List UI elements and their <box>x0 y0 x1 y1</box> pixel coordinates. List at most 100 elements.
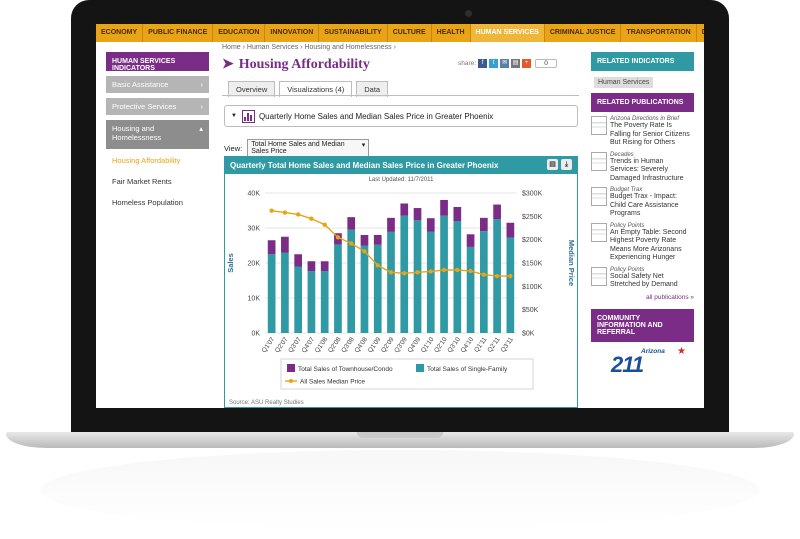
right-sidebar: RELATED INDICATORS Human Services RELATE… <box>591 52 694 377</box>
point-median-price <box>375 263 380 268</box>
bar-single-family <box>360 245 369 333</box>
y2-axis-label: Median Price <box>567 240 576 286</box>
community-heading: COMMUNITY INFORMATION AND REFERRAL <box>591 308 694 342</box>
bar-townhouse-condo <box>466 234 475 247</box>
bar-single-family <box>426 231 435 333</box>
publication-series: Policy Points <box>610 222 645 229</box>
publication-item[interactable]: Decades Trends in Human Services: Severel… <box>591 151 694 184</box>
publication-series: Policy Points <box>610 266 645 273</box>
dropdown-triangle-icon[interactable]: ▼ <box>231 113 237 119</box>
publication-item[interactable]: Budget Trax Budget Trax - Impact: Child C… <box>591 187 694 219</box>
point-median-price <box>455 267 460 273</box>
sidebar-subitem-housing-affordability[interactable]: Housing Affordability <box>112 156 181 165</box>
nav-item-sustainability[interactable]: SUSTAINABILITY <box>319 24 388 42</box>
view-select[interactable]: Total Home Sales and Median Sales Price ▾ <box>247 139 370 157</box>
bar-single-family <box>347 229 356 333</box>
az211-logo[interactable]: Arizona 211 ★ <box>611 345 686 377</box>
all-publications-link[interactable]: all publications » <box>645 293 694 301</box>
sidebar-item-protective-services[interactable]: Protective Services › <box>106 98 209 115</box>
sidebar-subitem-homeless-population[interactable]: Homeless Population <box>112 198 183 207</box>
point-median-price <box>349 241 354 246</box>
download-icon[interactable]: ⤓ <box>561 159 572 170</box>
bar-chart-icon <box>241 109 255 123</box>
bar-townhouse-condo <box>281 236 289 253</box>
chevron-up-icon: ▴ <box>199 124 203 133</box>
breadcrumb[interactable]: Home › Human Services › Housing and Home… <box>222 44 396 51</box>
nav-item-demographics[interactable]: DEMOGRAPHICS <box>697 24 704 42</box>
bar-single-family <box>387 231 395 333</box>
publication-item[interactable]: Arizona Directions in Brief The Poverty R… <box>591 116 694 148</box>
y2-tick-label: $0K <box>522 331 535 338</box>
x-tick-label: Q1'11 <box>473 336 489 354</box>
nav-item-transportation[interactable]: TRANSPORTATION <box>621 24 697 42</box>
chart-panel: Quarterly Total Home Sales and Median Sa… <box>224 156 578 408</box>
nav-item-economy[interactable]: ECONOMY <box>96 24 144 42</box>
page-title: ➤ Housing Affordability <box>222 57 370 72</box>
facebook-icon[interactable]: f <box>478 59 488 68</box>
bar-single-family <box>506 237 515 333</box>
sidebar-heading: HUMAN SERVICES INDICATORS <box>106 52 209 72</box>
sidebar-item-housing[interactable]: Housing and Homelessness ▴ <box>106 120 209 149</box>
bar-single-family <box>453 221 462 333</box>
bar-townhouse-condo <box>453 207 462 221</box>
y-axis-label: Sales <box>226 253 235 273</box>
bar-single-family <box>479 231 488 333</box>
arrow-icon: ➤ <box>222 57 234 72</box>
print-icon[interactable]: ▤ <box>547 159 558 170</box>
point-median-price <box>322 222 327 227</box>
add-share-icon[interactable]: + <box>522 59 532 68</box>
print-icon[interactable]: ▤ <box>511 59 521 68</box>
bar-single-family <box>334 244 342 333</box>
publication-title: The Poverty Rate Is Falling for Senior C… <box>610 122 690 146</box>
bar-single-family <box>267 254 276 333</box>
bar-townhouse-condo <box>267 240 276 255</box>
tab-data[interactable]: Data <box>356 81 389 97</box>
tab-visualizations[interactable]: Visualizations (4) <box>279 81 353 97</box>
publication-item[interactable]: Policy Points Social Safety Net Stretched… <box>591 266 694 290</box>
bar-townhouse-condo <box>320 261 329 272</box>
bar-townhouse-condo <box>387 217 395 232</box>
nav-item-public-finance[interactable]: PUBLIC FINANCE <box>143 24 214 42</box>
publication-series: Decades <box>610 151 634 158</box>
nav-item-criminal-justice[interactable]: CRIMINAL JUSTICE <box>545 24 622 42</box>
email-icon[interactable]: ✉ <box>500 59 510 68</box>
point-median-price <box>388 270 394 275</box>
bar-single-family <box>281 252 289 333</box>
visualization-selector[interactable]: ▼ Quarterly Home Sales and Median Sales … <box>224 105 578 127</box>
sidebar-subitem-fair-market-rents[interactable]: Fair Market Rents <box>112 177 172 186</box>
sidebar-item-basic-assistance[interactable]: Basic Assistance › <box>106 76 209 93</box>
point-median-price <box>309 216 314 221</box>
bar-townhouse-condo <box>479 217 488 232</box>
bar-townhouse-condo <box>413 208 422 221</box>
top-navigation: ECONOMY PUBLIC FINANCE EDUCATION INNOVATION… <box>96 24 704 42</box>
nav-item-human-services[interactable]: HUMAN SERVICES <box>470 24 545 42</box>
visualization-title: Quarterly Home Sales and Median Sales Pr… <box>258 111 494 121</box>
chart-svg: 0K 10K 20K 30K 40K $0K $50K $100K $150K $200K $250… <box>226 191 576 390</box>
bar-townhouse-condo <box>294 254 303 267</box>
x-tick-label: Q4'10 <box>460 336 476 354</box>
y2-tick-label: $100K <box>522 284 543 291</box>
screen: ECONOMY PUBLIC FINANCE EDUCATION INNOVATION… <box>96 24 704 408</box>
related-tag[interactable]: Human Services <box>594 77 654 88</box>
legend-swatch-condo <box>287 364 295 372</box>
publication-series: Budget Trax <box>610 187 643 193</box>
nav-item-innovation[interactable]: INNOVATION <box>265 24 320 42</box>
point-median-price <box>481 272 487 277</box>
view-label: View: <box>224 143 243 153</box>
twitter-icon[interactable]: t <box>489 59 499 68</box>
nav-item-health[interactable]: HEALTH <box>432 24 471 42</box>
point-median-price <box>468 268 473 274</box>
point-median-price <box>441 267 447 273</box>
publication-item[interactable]: Policy Points An Empty Table: Second High… <box>591 222 694 263</box>
point-median-price <box>428 269 433 274</box>
tab-overview[interactable]: Overview <box>228 81 276 97</box>
bar-single-family <box>320 271 329 333</box>
bar-townhouse-condo <box>440 200 448 216</box>
star-icon: ★ <box>677 345 686 357</box>
publication-title: Budget Trax - Impact: Child Care Assista… <box>610 193 679 217</box>
nav-item-culture[interactable]: CULTURE <box>388 24 432 42</box>
nav-item-education[interactable]: EDUCATION <box>213 24 266 42</box>
y2-tick-label: $300K <box>522 191 543 198</box>
last-updated: Last Updated: 11/7/2011 <box>368 177 434 183</box>
